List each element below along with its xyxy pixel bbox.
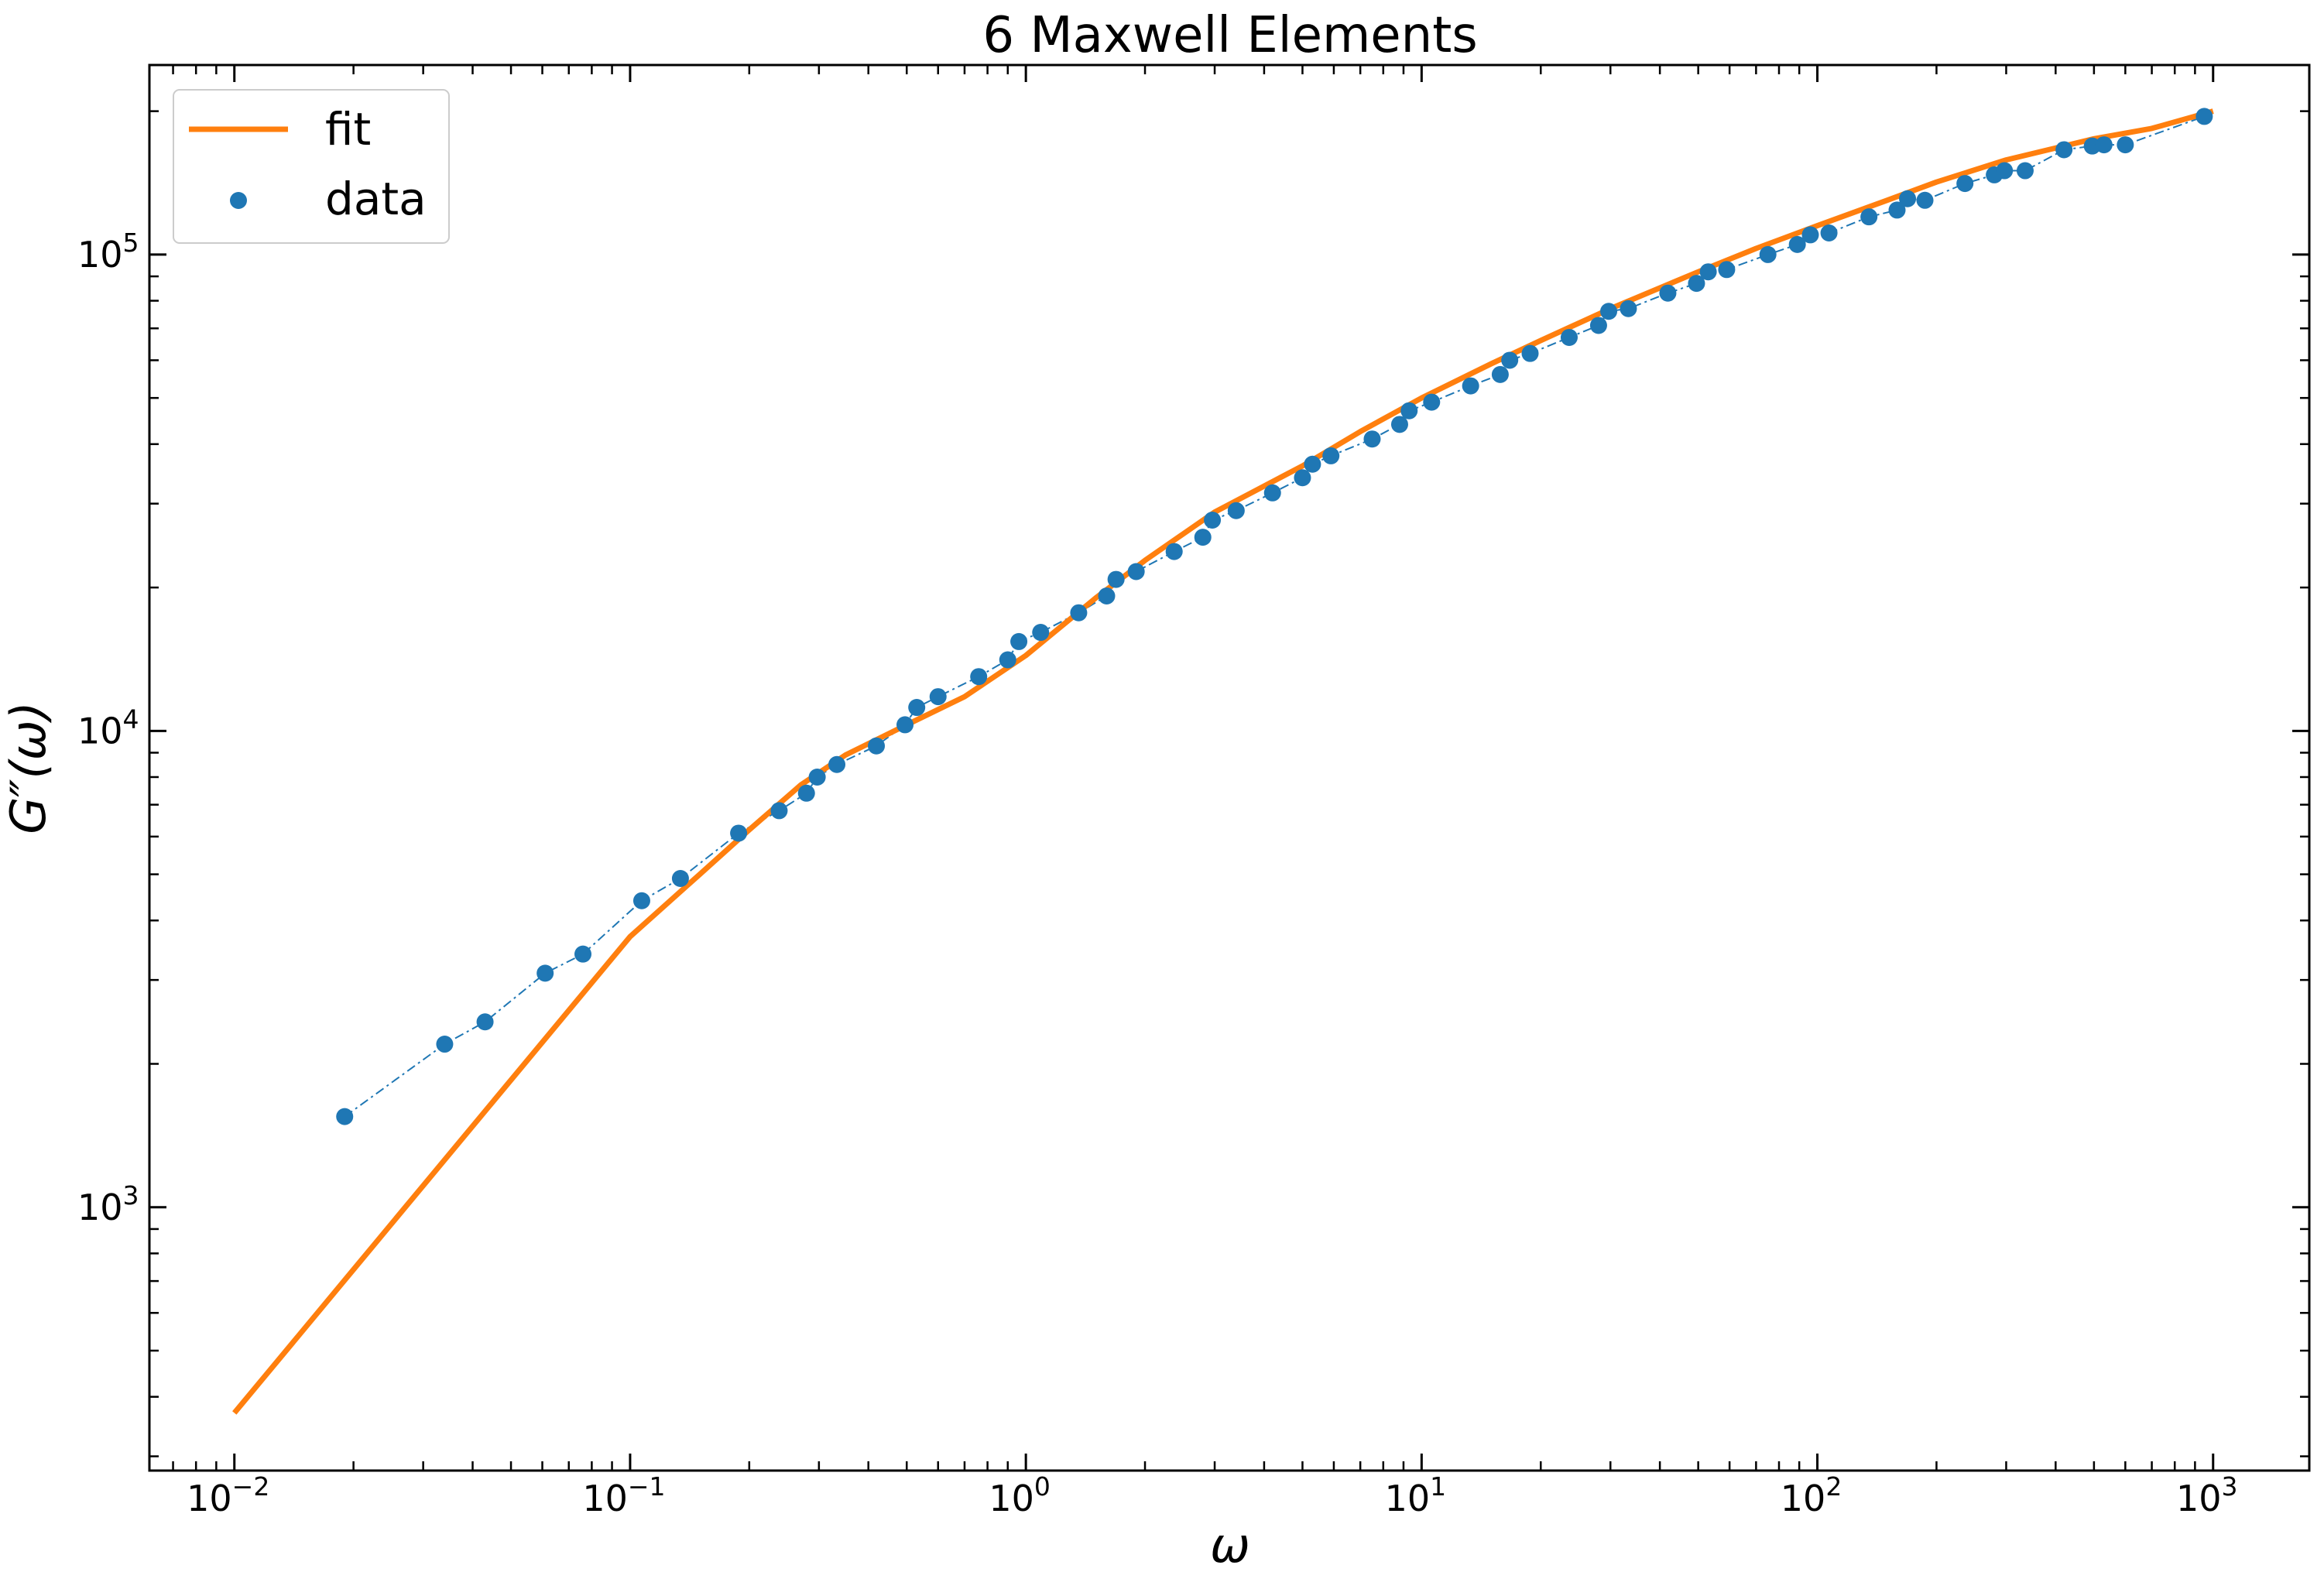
fit-line	[232, 108, 2214, 1415]
data-point	[770, 802, 788, 820]
data-point	[1227, 502, 1245, 519]
data-point	[1491, 365, 1509, 383]
data-point	[828, 755, 846, 773]
data-point	[2095, 136, 2113, 154]
data-point	[2016, 162, 2034, 180]
legend: fit data	[173, 89, 450, 244]
data-point	[1956, 175, 1974, 193]
data-point	[797, 784, 815, 802]
data-points	[336, 108, 2213, 1125]
data-point	[1263, 484, 1281, 502]
data-point	[574, 945, 592, 963]
x-tick-label: 102	[1781, 1471, 1842, 1519]
data-point	[1462, 377, 1479, 395]
data-connector-line	[344, 115, 2205, 1118]
data-point	[1888, 201, 1906, 219]
data-point	[1390, 416, 1408, 433]
data-point	[1899, 190, 1917, 207]
data-point	[908, 699, 926, 717]
minor-ticks	[149, 65, 2309, 1471]
y-tick-labels: 103 104 105	[77, 228, 139, 1228]
data-point	[1194, 529, 1212, 546]
x-tick-label: 101	[1385, 1471, 1447, 1519]
data-point	[536, 964, 554, 982]
data-point	[1759, 245, 1777, 263]
data-point	[1294, 469, 1311, 487]
x-tick-labels: 10−2 10−1 100 101 102 103	[187, 1471, 2237, 1519]
data-point	[929, 688, 947, 706]
data-point	[1600, 303, 1618, 320]
data-point	[436, 1036, 454, 1053]
data-point	[1996, 162, 2014, 180]
data-point	[1107, 570, 1125, 588]
data-point	[1423, 393, 1441, 411]
data-point	[970, 668, 988, 686]
x-tick-label: 10−1	[582, 1471, 665, 1519]
data-point	[1010, 632, 1028, 650]
major-ticks	[149, 65, 2309, 1471]
data-point	[1363, 430, 1381, 448]
legend-data-label: data	[325, 173, 427, 225]
data-point	[1165, 543, 1183, 560]
data-point	[1098, 587, 1116, 604]
data-point	[671, 870, 689, 887]
y-axis-title: G″(ω)	[0, 701, 57, 834]
data-point	[1788, 235, 1806, 253]
data-point	[476, 1013, 494, 1031]
y-tick-label: 104	[77, 704, 139, 752]
data-point	[1521, 344, 1539, 362]
data-point	[1801, 226, 1819, 244]
data-point	[1322, 447, 1340, 464]
x-axis-title: ω	[1210, 1517, 1250, 1574]
data-point	[632, 892, 650, 909]
data-point	[868, 737, 886, 755]
x-tick-label: 103	[2176, 1471, 2238, 1519]
data-point	[1304, 455, 1321, 473]
data-point	[2195, 108, 2213, 125]
data-point	[1204, 512, 1222, 529]
data-point	[2117, 136, 2134, 154]
data-point	[1659, 284, 1677, 302]
data-point	[1501, 351, 1519, 369]
data-point	[336, 1108, 354, 1125]
x-tick-label: 10−2	[187, 1471, 269, 1519]
chart-title: 6 Maxwell Elements	[982, 7, 1477, 64]
y-tick-label: 105	[77, 228, 139, 276]
data-point	[896, 716, 914, 734]
data-point	[1699, 263, 1717, 281]
data-point	[1400, 402, 1418, 420]
legend-data-swatch	[230, 192, 247, 209]
data-point	[1718, 261, 1736, 279]
data-point	[1620, 300, 1637, 317]
plot-frame	[148, 63, 2311, 1472]
data-point	[808, 768, 826, 786]
data-point	[1032, 624, 1050, 642]
data-point	[1127, 563, 1145, 580]
data-point	[1916, 191, 1934, 209]
legend-fit-label: fit	[325, 103, 371, 156]
data-point	[1860, 208, 1878, 226]
data-point	[1688, 275, 1705, 293]
data-point	[999, 651, 1016, 669]
y-tick-label: 103	[77, 1180, 139, 1228]
data-point	[730, 824, 748, 842]
data-point	[1560, 328, 1578, 346]
x-tick-label: 100	[989, 1471, 1051, 1519]
data-point	[2055, 141, 2073, 159]
data-point	[1589, 317, 1607, 334]
data-point	[1820, 224, 1838, 242]
data-point	[1070, 604, 1088, 622]
